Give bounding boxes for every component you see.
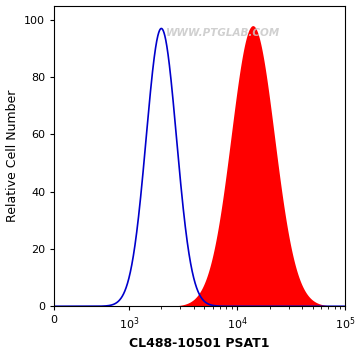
X-axis label: CL488-10501 PSAT1: CL488-10501 PSAT1 xyxy=(129,337,270,350)
Text: WWW.PTGLAB.COM: WWW.PTGLAB.COM xyxy=(166,28,280,38)
Y-axis label: Relative Cell Number: Relative Cell Number xyxy=(5,90,18,222)
